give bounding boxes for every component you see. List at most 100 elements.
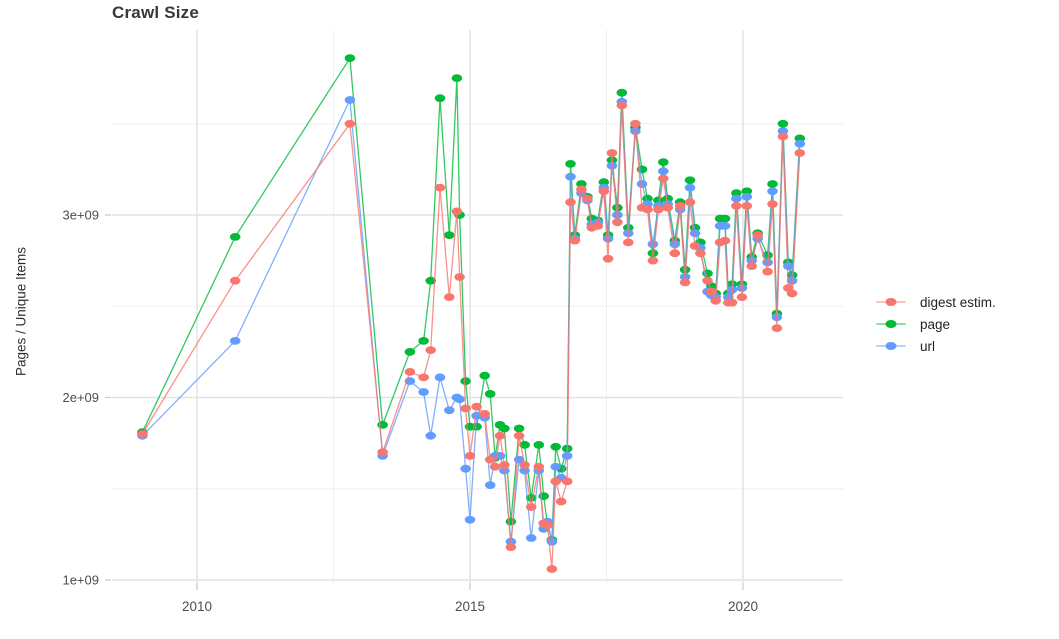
data-point-digest-estim	[542, 521, 553, 530]
data-point-url	[444, 406, 455, 415]
chart-title: Crawl Size	[112, 3, 200, 22]
data-point-digest-estim	[444, 293, 455, 301]
legend-item-page: page	[876, 313, 996, 335]
data-point-page	[576, 180, 587, 188]
data-point-digest-estim	[647, 256, 659, 265]
data-point-digest-estim	[565, 198, 576, 207]
data-point-url	[669, 240, 681, 249]
data-point-digest-estim	[679, 278, 691, 287]
data-point-digest-estim	[505, 543, 517, 551]
data-point-page	[767, 180, 778, 188]
y-tick-label: 2e+09	[62, 390, 99, 405]
data-point-url	[777, 127, 789, 135]
data-point-url	[484, 481, 496, 489]
data-point-url	[460, 464, 471, 473]
data-point-digest-estim	[706, 287, 717, 296]
series-line-page	[141, 57, 801, 541]
data-point-digest-estim	[731, 202, 742, 210]
data-point-digest-estim	[489, 462, 501, 471]
data-point-digest-estim	[344, 119, 356, 128]
data-point-digest-estim	[555, 497, 567, 506]
data-point-page	[647, 249, 659, 258]
data-point-url	[434, 373, 446, 382]
data-point-digest-estim	[777, 132, 789, 141]
data-point-digest-estim	[794, 149, 806, 157]
data-point-digest-estim	[674, 202, 686, 210]
data-point-digest-estim	[623, 238, 634, 247]
data-point-digest-estim	[479, 410, 491, 418]
data-point-url	[418, 388, 429, 396]
legend: digest estim. page url	[876, 291, 996, 357]
data-point-page	[731, 189, 742, 198]
data-point-url	[229, 337, 241, 345]
data-point-digest-estim	[598, 187, 610, 196]
data-point-url	[425, 431, 437, 440]
data-point-digest-estim	[137, 430, 148, 438]
y-tick-label: 1e+09	[62, 573, 99, 588]
data-point-digest-estim	[494, 431, 506, 440]
data-point-url	[689, 229, 701, 238]
data-point-url	[741, 192, 753, 201]
data-point-digest-estim	[471, 402, 482, 411]
data-point-page	[404, 348, 416, 356]
data-point-digest-estim	[229, 276, 241, 285]
data-point-digest-estim	[689, 242, 701, 250]
data-point-digest-estim	[550, 477, 561, 486]
data-point-url	[546, 537, 558, 546]
data-point-digest-estim	[762, 267, 773, 276]
data-point-url	[783, 262, 794, 270]
data-point-digest-estim	[592, 222, 604, 230]
legend-key	[876, 338, 906, 354]
data-point-page	[479, 371, 491, 380]
series-line-url	[141, 99, 801, 543]
legend-label: digest estim.	[920, 294, 996, 310]
data-point-page	[229, 233, 241, 241]
data-point-digest-estim	[684, 198, 696, 207]
data-point-url	[471, 411, 482, 420]
data-point-page	[484, 390, 496, 398]
data-point-digest-estim	[746, 262, 757, 270]
data-point-digest-estim	[741, 202, 753, 210]
data-point-url	[519, 466, 530, 475]
data-point-digest-estim	[726, 298, 738, 307]
data-point-digest-estim	[702, 276, 713, 285]
data-point-page	[425, 276, 437, 285]
data-point-url	[786, 276, 798, 285]
data-point-digest-estim	[736, 293, 748, 301]
data-point-page	[658, 158, 669, 167]
data-point-page	[616, 88, 628, 97]
data-point-page	[598, 178, 610, 187]
data-point-page	[794, 134, 806, 143]
data-point-digest-estim	[719, 236, 731, 245]
data-point-url	[513, 455, 525, 464]
data-point-page	[444, 231, 455, 240]
data-point-url	[794, 139, 806, 148]
data-point-url	[344, 96, 356, 104]
data-point-digest-estim	[404, 368, 416, 376]
data-point-digest-estim	[771, 324, 783, 332]
data-point-page	[499, 424, 510, 433]
data-point-page	[451, 74, 463, 82]
data-point-digest-estim	[451, 207, 463, 216]
data-point-digest-estim	[561, 477, 573, 486]
legend-key	[876, 294, 906, 310]
data-point-digest-estim	[642, 205, 653, 214]
data-point-digest-estim	[546, 565, 558, 573]
data-point-digest-estim	[513, 431, 525, 440]
data-point-digest-estim	[425, 346, 437, 354]
data-point-digest-estim	[752, 231, 763, 240]
data-point-url	[767, 187, 778, 196]
data-point-digest-estim	[533, 462, 545, 471]
data-point-digest-estim	[525, 503, 537, 511]
data-point-page	[519, 441, 530, 449]
data-point-url	[636, 180, 648, 188]
x-tick-label: 2010	[182, 599, 212, 614]
data-point-page	[653, 196, 664, 205]
legend-dot-icon	[885, 342, 897, 350]
data-point-digest-estim	[454, 273, 465, 281]
data-point-url	[647, 240, 659, 249]
data-point-page	[505, 517, 517, 526]
data-point-page	[777, 119, 789, 128]
data-point-page	[344, 54, 356, 62]
legend-item-url: url	[876, 335, 996, 357]
